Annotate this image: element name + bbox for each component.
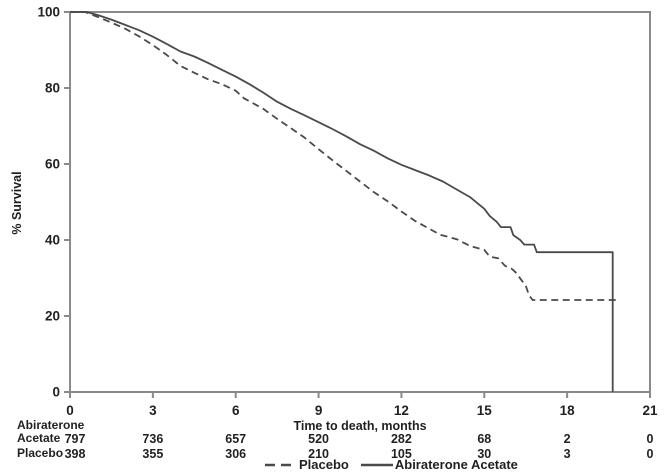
x-tick-label: 3 [149, 403, 157, 418]
curve-abiraterone-acetate [70, 11, 614, 392]
x-tick-label: 18 [560, 403, 576, 418]
at-risk-value: 105 [391, 447, 412, 461]
at-risk-value: 68 [477, 432, 491, 446]
at-risk-row1-label-line2: Acetate [17, 431, 61, 445]
at-risk-value: 736 [142, 432, 163, 446]
y-tick-label: 20 [45, 309, 60, 324]
at-risk-value: 30 [477, 447, 491, 461]
x-tick-label: 12 [394, 403, 409, 418]
at-risk-value: 282 [391, 432, 412, 446]
plot-frame [69, 11, 651, 393]
x-tick-label: 6 [232, 403, 240, 418]
legend-label-placebo: Placebo [299, 457, 349, 472]
y-tick-label: 40 [45, 233, 60, 248]
legend: Placebo Abiraterone Acetate [263, 457, 518, 472]
curve-placebo [70, 11, 620, 301]
at-risk-value: 0 [647, 432, 654, 446]
at-risk-value: 355 [142, 447, 163, 461]
x-tick-label: 15 [477, 403, 493, 418]
legend-dashed-line-icon [265, 463, 297, 466]
y-axis-label: % Survival [10, 171, 24, 235]
at-risk-value: 306 [225, 447, 246, 461]
x-tick-label: 21 [642, 403, 658, 418]
at-risk-value: 0 [647, 447, 654, 461]
at-risk-row2-label: Placebo [17, 446, 64, 460]
y-tick-label: 80 [45, 81, 60, 96]
at-risk-row1-label-line1: Abiraterone [17, 418, 85, 432]
y-tick-label: 0 [52, 385, 60, 400]
y-tick-label: 100 [37, 5, 60, 20]
x-tick-label: 0 [66, 403, 74, 418]
at-risk-value: 398 [65, 447, 86, 461]
y-tick-label: 60 [45, 157, 60, 172]
legend-solid-line-icon [360, 463, 393, 466]
x-tick-label: 9 [315, 403, 323, 418]
x-axis-label: Time to death, months [293, 419, 427, 433]
at-risk-value: 2 [564, 432, 571, 446]
at-risk-value: 657 [225, 432, 246, 446]
at-risk-value: 210 [308, 447, 329, 461]
legend-label-abiraterone: Abiraterone Acetate [394, 457, 518, 472]
at-risk-value: 797 [65, 432, 86, 446]
at-risk-value: 520 [308, 432, 329, 446]
at-risk-value: 3 [564, 447, 571, 461]
